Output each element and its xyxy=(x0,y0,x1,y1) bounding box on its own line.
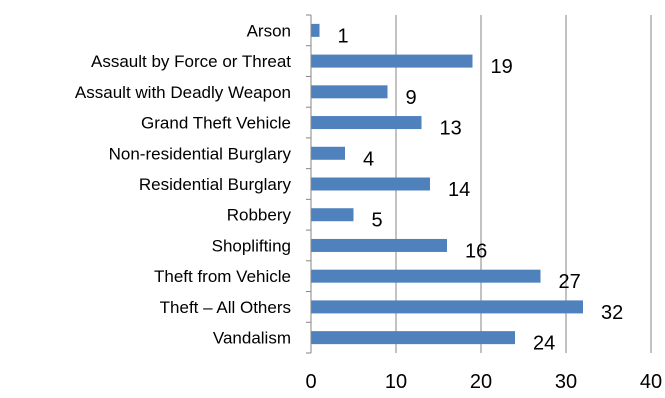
category-labels: Arson Assault by Force or Threat Assault w… xyxy=(75,21,292,347)
x-tick-label: 0 xyxy=(305,371,316,393)
x-tick-label: 10 xyxy=(385,371,407,393)
bar xyxy=(311,269,541,283)
bar xyxy=(311,85,388,99)
bar xyxy=(311,23,320,37)
data-label: 5 xyxy=(372,210,383,232)
data-label: 9 xyxy=(406,87,417,109)
bar xyxy=(311,331,515,345)
axes xyxy=(306,14,312,354)
category-label: Robbery xyxy=(227,206,292,225)
category-label: Residential Burglary xyxy=(139,175,292,194)
data-label: 27 xyxy=(559,271,581,293)
value-labels: 1 19 9 13 4 14 5 16 27 32 24 xyxy=(338,25,624,354)
data-label: 14 xyxy=(448,179,470,201)
bar xyxy=(311,116,422,130)
category-label: Non-residential Burglary xyxy=(109,144,292,163)
data-label: 16 xyxy=(465,240,487,262)
bar xyxy=(311,146,345,160)
data-label: 32 xyxy=(601,302,623,324)
data-label: 1 xyxy=(338,25,349,47)
category-label: Assault with Deadly Weapon xyxy=(75,83,291,102)
category-label: Theft from Vehicle xyxy=(154,267,291,286)
category-label: Arson xyxy=(247,21,291,40)
category-label: Vandalism xyxy=(213,329,291,348)
bar xyxy=(311,300,583,314)
category-label: Theft – All Others xyxy=(160,298,291,317)
x-tick-labels: 0 10 20 30 40 xyxy=(305,371,662,393)
bar xyxy=(311,238,447,252)
data-label: 24 xyxy=(533,333,555,355)
bar xyxy=(311,54,473,68)
category-label: Grand Theft Vehicle xyxy=(141,114,291,133)
data-label: 4 xyxy=(363,148,374,170)
x-tick-label: 20 xyxy=(470,371,492,393)
data-label: 13 xyxy=(440,118,462,140)
category-label: Shoplifting xyxy=(212,236,291,255)
x-tick-label: 30 xyxy=(555,371,577,393)
data-label: 19 xyxy=(491,56,513,78)
bars xyxy=(311,23,583,345)
bar xyxy=(311,177,430,191)
bar xyxy=(311,208,354,222)
x-tick-label: 40 xyxy=(640,371,662,393)
category-label: Assault by Force or Threat xyxy=(91,52,291,71)
